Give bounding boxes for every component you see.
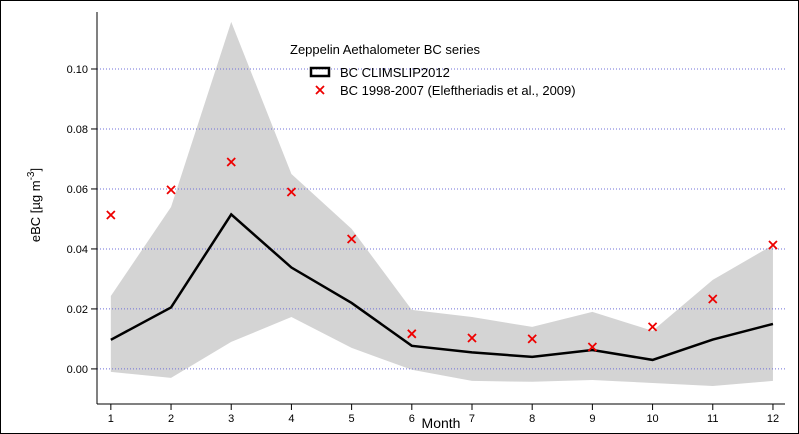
x-marker xyxy=(407,329,417,339)
x-marker xyxy=(346,234,357,244)
x-tick-label: 7 xyxy=(469,413,475,425)
y-label-sup: -3 xyxy=(26,171,37,180)
x-tick-label: 11 xyxy=(707,413,718,425)
x-tick-label: 3 xyxy=(228,413,234,425)
legend-label: BC CLIMSLIP2012 xyxy=(340,65,450,80)
x-tick-label: 2 xyxy=(168,413,174,425)
y-tick-label: 0.00 xyxy=(67,364,88,376)
y-tick-label: 0.06 xyxy=(67,184,88,196)
y-tick-label: 0.02 xyxy=(67,304,88,316)
x-axis-label: Month xyxy=(422,415,461,431)
x-marker xyxy=(527,334,537,344)
y-label-end: ] xyxy=(28,168,43,172)
x-marker xyxy=(166,185,176,195)
x-marker xyxy=(768,240,778,250)
x-marker xyxy=(226,157,236,167)
x-marker xyxy=(106,210,116,220)
x-tick-label: 8 xyxy=(529,413,535,425)
y-axis-label: eBC [µg m-3] xyxy=(26,168,43,242)
x-tick-label: 5 xyxy=(349,413,355,425)
y-tick-label: 0.10 xyxy=(67,64,88,76)
x-marker xyxy=(467,333,477,343)
x-tick-label: 10 xyxy=(646,413,658,425)
legend-marker xyxy=(315,85,325,95)
plot-area: 0.000.020.040.060.080.101 2 3 4 5 6 7 8 9 10 11 12 xyxy=(67,12,785,425)
x-tick-label: 6 xyxy=(409,413,415,425)
y-tick-label: 0.08 xyxy=(67,124,88,136)
y-tick-label: 0.04 xyxy=(67,244,88,256)
legend-title: Zeppelin Aethalometer BC series xyxy=(290,42,481,57)
x-tick-label: 1 xyxy=(108,413,114,425)
y-label-text: eBC [µg m xyxy=(28,180,43,242)
x-marker xyxy=(286,187,297,197)
x-tick-label: 9 xyxy=(589,413,595,425)
x-marker xyxy=(647,322,658,332)
range-band xyxy=(110,21,773,387)
legend-label: BC 1998-2007 (Eleftheriadis et al., 2009… xyxy=(340,83,576,98)
x-tick-label: 4 xyxy=(288,413,294,425)
series-line xyxy=(110,212,774,362)
x-tick-label: 12 xyxy=(767,413,779,425)
x-marker xyxy=(587,342,598,352)
x-marker xyxy=(708,294,718,304)
legend-marker xyxy=(309,66,331,78)
